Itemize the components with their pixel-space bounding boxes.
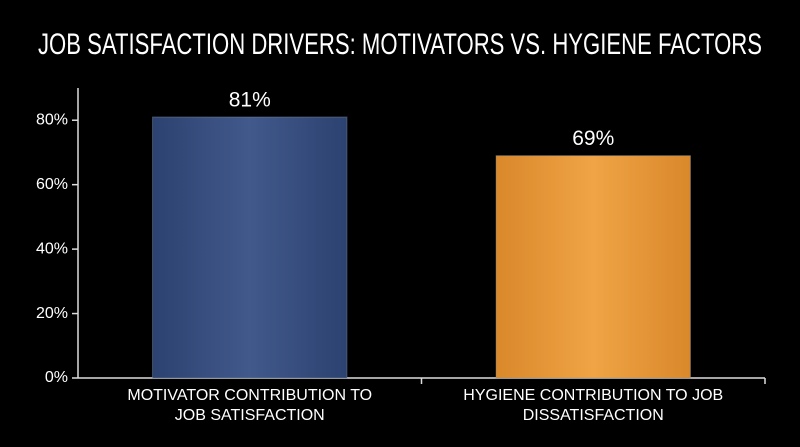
- bar: [152, 116, 348, 379]
- value-label: 69%: [572, 127, 614, 150]
- bar: [495, 155, 691, 379]
- y-tick-label: 0%: [45, 369, 68, 386]
- value-label: 81%: [229, 89, 271, 112]
- chart-title: JOB SATISFACTION DRIVERS: MOTIVATORS VS.…: [38, 28, 762, 61]
- x-tick-label: MOTIVATOR CONTRIBUTION TO JOB SATISFACTI…: [127, 387, 373, 424]
- y-tick-label: 20%: [36, 305, 68, 322]
- x-tick-label: HYGIENE CONTRIBUTION TO JOB DISSATISFACT…: [463, 387, 724, 424]
- y-tick-label: 60%: [36, 176, 68, 193]
- y-tick-label: 40%: [36, 240, 68, 257]
- y-tick-label: 80%: [36, 111, 68, 128]
